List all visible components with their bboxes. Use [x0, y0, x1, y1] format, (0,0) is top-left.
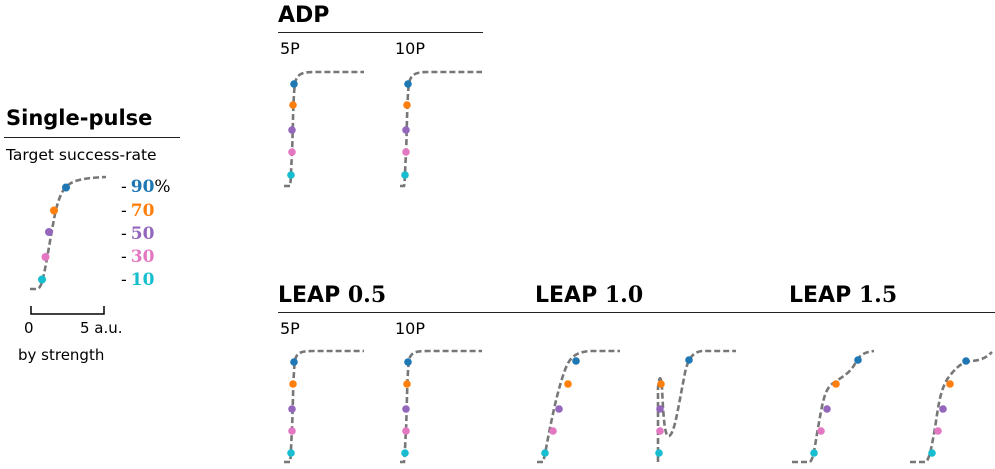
marker-50 — [45, 228, 53, 236]
marker-leap05-10p-10 — [401, 449, 409, 457]
marker-leap05-10p-90 — [404, 358, 412, 366]
marker-leap15-a-30 — [817, 427, 825, 435]
marker-leap05-5p-10 — [287, 449, 295, 457]
marker-leap10-b-90 — [685, 356, 693, 364]
curve-line-leap05-10p — [400, 349, 482, 464]
curve-line-adp-5p — [284, 70, 364, 188]
marker-10 — [38, 275, 46, 284]
level-label-30: -30 — [121, 247, 155, 267]
column-label-leap-0-5-10p: 10P — [395, 319, 426, 338]
marker-adp-5p-30 — [288, 148, 296, 156]
marker-leap05-5p-30 — [288, 427, 296, 435]
single-pulse-title: Single-pulse — [6, 106, 153, 130]
curve-leap05-5p — [284, 349, 364, 464]
marker-adp-10p-50 — [402, 126, 410, 134]
marker-70 — [50, 206, 58, 215]
marker-leap05-5p-70 — [289, 380, 297, 388]
marker-leap15-b-50 — [939, 405, 947, 413]
scale-end-label: 5 a.u. — [80, 319, 123, 337]
single-pulse-rule — [4, 137, 180, 138]
marker-adp-10p-70 — [403, 101, 411, 109]
marker-leap15-b-30 — [934, 427, 942, 435]
curve-adp-5p — [284, 70, 364, 188]
marker-adp-5p-90 — [290, 80, 298, 88]
scale-bar — [30, 306, 105, 315]
curve-leap10-b — [655, 349, 736, 462]
curve-line-leap15-b — [910, 351, 993, 464]
curve-leap05-10p — [400, 349, 482, 464]
marker-leap05-5p-90 — [290, 358, 298, 366]
marker-leap15-a-10 — [810, 449, 818, 457]
axis-label: by strength — [18, 346, 105, 364]
curve-line-leap05-5p — [284, 349, 364, 464]
level-label-90: -90% — [121, 177, 171, 197]
curve-line-leap10-a — [537, 349, 620, 464]
marker-leap15-a-70 — [832, 380, 840, 388]
curve-leap15-a — [792, 349, 875, 464]
level-label-70: -70 — [121, 201, 155, 221]
column-label-adp-5p: 5P — [280, 39, 300, 58]
single-pulse-markers — [38, 183, 70, 284]
column-label-leap-0-5-5p: 5P — [280, 319, 300, 338]
marker-leap10-a-70 — [564, 380, 572, 388]
marker-leap15-b-90 — [962, 357, 970, 365]
curve-adp-10p — [400, 70, 482, 188]
curve-line-leap10-b — [656, 349, 736, 462]
marker-leap05-10p-50 — [402, 405, 410, 413]
single-pulse-subtitle: Target success-rate — [6, 146, 157, 164]
curve-line-leap15-a — [792, 349, 875, 464]
marker-leap05-10p-30 — [402, 427, 410, 435]
scale-start-label: 0 — [24, 319, 34, 337]
column-label-adp-10p: 10P — [395, 39, 426, 58]
marker-adp-5p-70 — [289, 101, 297, 109]
marker-adp-10p-10 — [401, 171, 409, 179]
group-title-leap-1-5: LEAP 1.5 — [789, 282, 898, 308]
marker-leap10-a-30 — [549, 427, 557, 435]
marker-leap10-b-10 — [655, 449, 663, 457]
marker-adp-10p-90 — [404, 80, 412, 88]
marker-leap10-a-50 — [555, 405, 563, 413]
group-rule-leap — [278, 312, 995, 313]
marker-30 — [41, 253, 50, 261]
curve-leap15-b — [910, 351, 993, 464]
marker-leap15-b-10 — [928, 449, 936, 457]
marker-adp-5p-50 — [288, 126, 296, 134]
level-label-50: -50 — [121, 224, 155, 244]
marker-adp-10p-30 — [402, 148, 410, 156]
marker-leap10-a-90 — [572, 357, 580, 365]
marker-leap15-a-90 — [854, 356, 862, 364]
marker-leap05-5p-50 — [288, 405, 296, 413]
marker-adp-5p-10 — [287, 171, 295, 179]
group-title-leap-0-5: LEAP 0.5 — [278, 282, 387, 308]
marker-leap10-a-10 — [541, 449, 549, 457]
group-rule-adp — [278, 32, 483, 33]
curve-line-adp-10p — [400, 70, 482, 188]
marker-leap15-b-70 — [946, 380, 954, 388]
marker-leap15-a-50 — [823, 405, 831, 413]
marker-90 — [62, 183, 70, 192]
curve-leap10-a — [537, 349, 620, 464]
group-title-leap-1-0: LEAP 1.0 — [535, 282, 644, 308]
level-label-10: -10 — [121, 270, 155, 290]
marker-leap10-b-30 — [656, 427, 664, 435]
marker-leap05-10p-70 — [403, 380, 411, 388]
marker-leap10-b-70 — [657, 380, 665, 388]
marker-leap10-b-50 — [656, 405, 664, 413]
group-title-adp: ADP — [278, 3, 330, 28]
